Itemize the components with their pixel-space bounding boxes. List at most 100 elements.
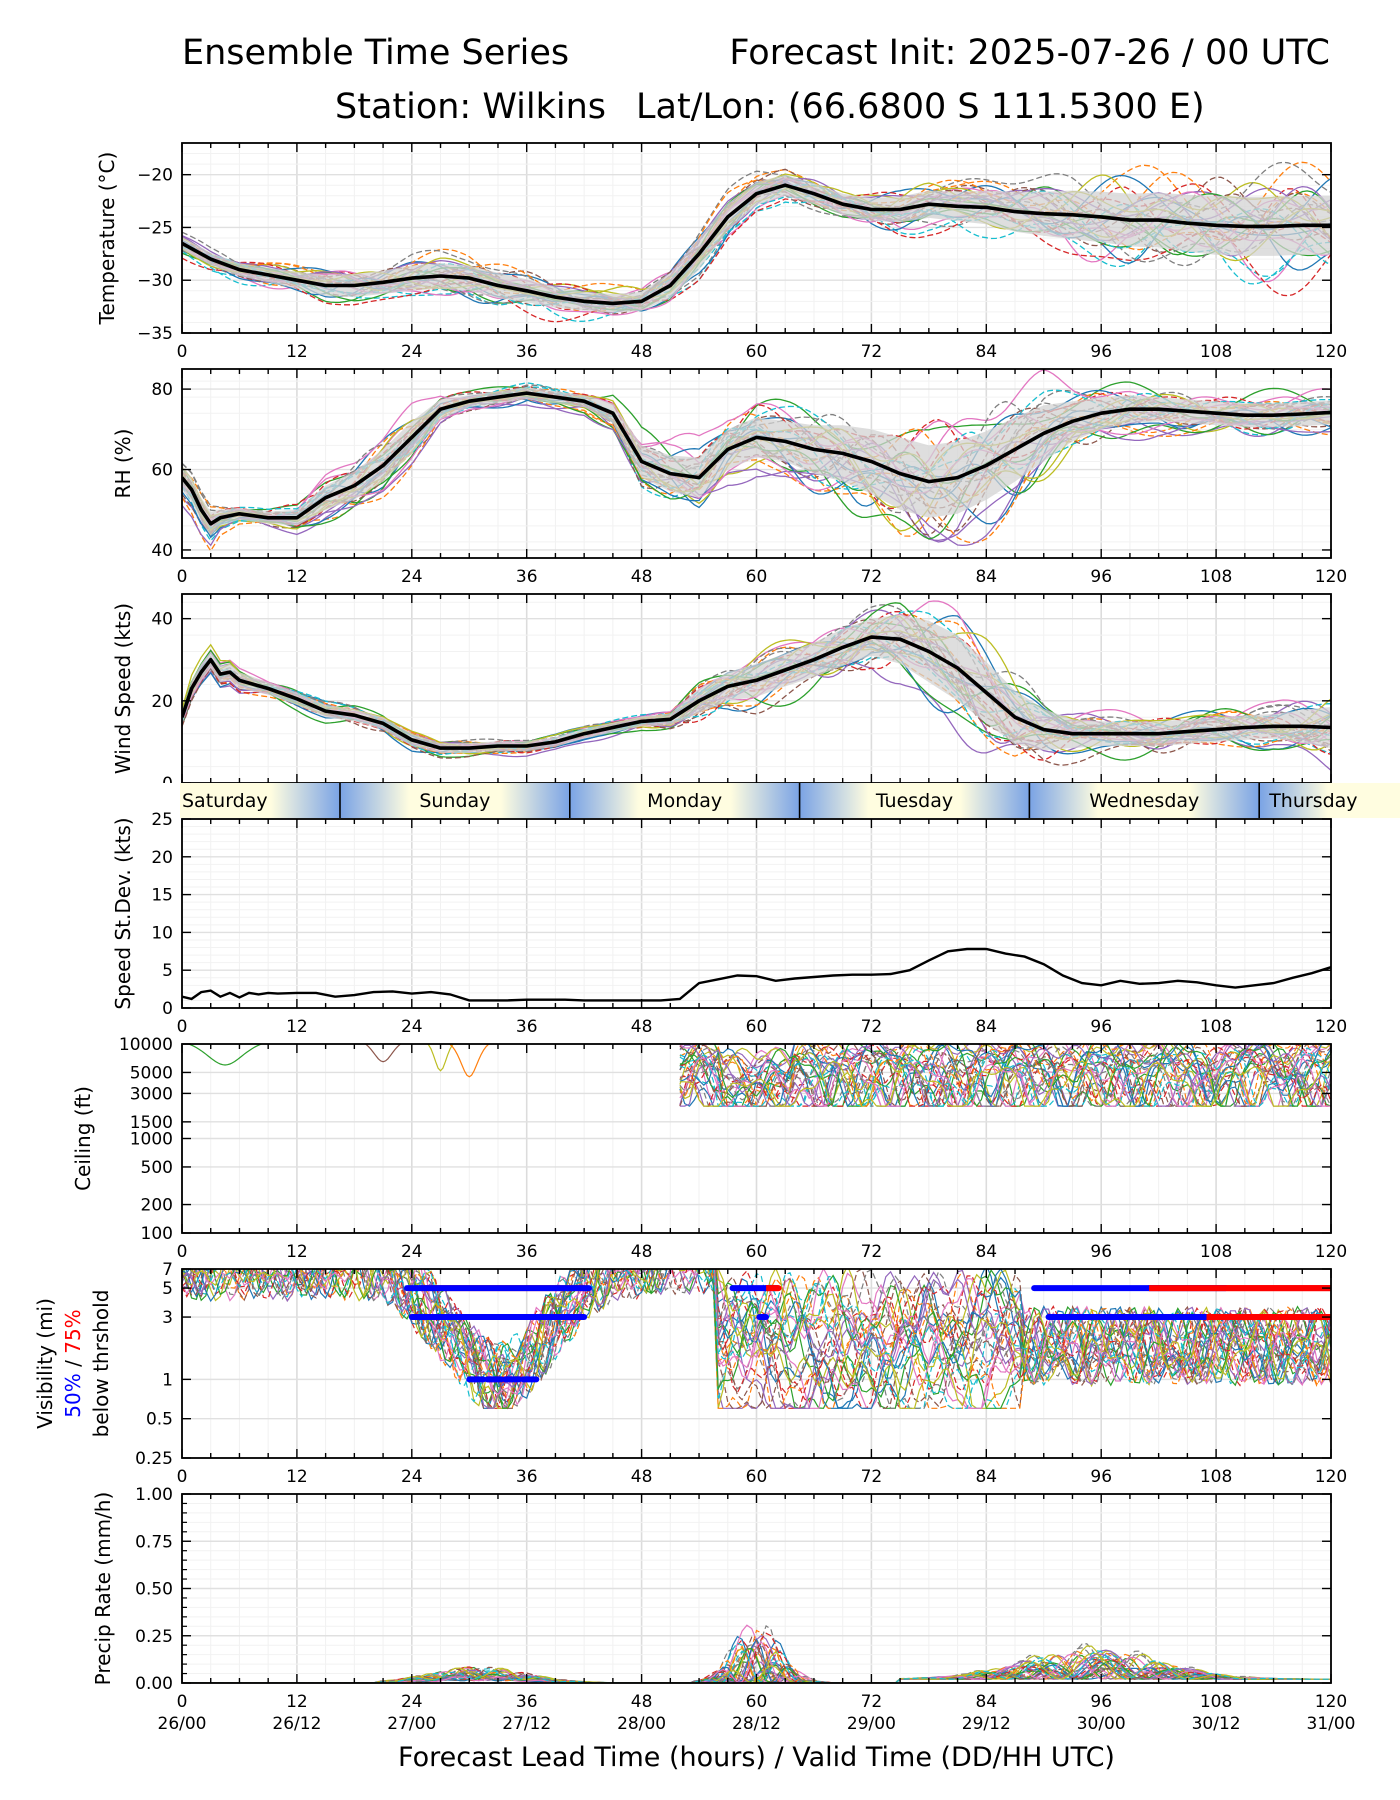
speed-stdev-y-tick-label: 5 (162, 961, 173, 981)
visibility-x-tick-label: 96 (1090, 1467, 1112, 1487)
ceiling-member-line (679, 1044, 1331, 1107)
ceiling-x-tick-label: 12 (286, 1242, 308, 1262)
temperature-x-tick-label: 12 (286, 342, 308, 362)
title-left: Ensemble Time Series (182, 33, 570, 73)
visibility-y-tick-label: 7 (162, 1260, 173, 1280)
precip-x-tick-label: 24 (401, 1692, 423, 1712)
ceiling-member-line (679, 1055, 1331, 1107)
ceiling-member-line (679, 1044, 1331, 1107)
temperature-y-tick-label: −25 (137, 218, 173, 238)
ceiling-y-tick-label: 1500 (130, 1113, 173, 1133)
temperature-x-tick-label: 60 (746, 342, 768, 362)
temperature-y-tick-label: −30 (137, 271, 173, 291)
visibility-x-tick-label: 108 (1200, 1467, 1232, 1487)
wind-speed-stats (182, 614, 1331, 753)
rh-mean-line (182, 391, 1331, 526)
precip-member-line (182, 1650, 1331, 1683)
ceiling-y-tick-label: 500 (141, 1158, 173, 1178)
valid-time-tick-label: 28/12 (732, 1714, 781, 1734)
precip-x-tick-label: 12 (286, 1692, 308, 1712)
ceiling-x-tick-label: 36 (516, 1242, 538, 1262)
rh-y-tick-label: 60 (151, 461, 173, 481)
ceiling-x-tick-label: 48 (631, 1242, 653, 1262)
precip-x-tick-label: 108 (1200, 1692, 1232, 1712)
rh-x-tick-label: 24 (401, 567, 423, 587)
ceiling-y-tick-label: 200 (141, 1196, 173, 1216)
precip-x-tick-label: 48 (631, 1692, 653, 1712)
precip-y-tick-label: 0.50 (135, 1580, 173, 1600)
speed-stdev-axes (181, 818, 1332, 1009)
valid-time-tick-label: 28/00 (617, 1714, 666, 1734)
temperature-stats (182, 174, 1331, 313)
precip-y-tick-label: 0.25 (135, 1627, 173, 1647)
speed-stdev-x-tick-label: 36 (516, 1017, 538, 1037)
speed-stdev-line (182, 947, 1331, 1002)
rh-member-line (182, 396, 1331, 547)
day-segment (1029, 783, 1260, 818)
ceiling-member-line (679, 1052, 1331, 1107)
ceiling-x-tick-label: 60 (746, 1242, 768, 1262)
wind-speed-y-tick-label: 20 (151, 692, 173, 712)
rh-x-tick-label: 0 (177, 567, 188, 587)
ceiling-x-tick-label: 96 (1090, 1242, 1112, 1262)
visibility-x-tick-label: 24 (401, 1467, 423, 1487)
visibility-member-line (182, 1269, 1331, 1409)
visibility-member-line (212, 1269, 1331, 1409)
ceiling-y-tick-label: 3000 (130, 1084, 173, 1104)
rh-x-tick-label: 96 (1090, 567, 1112, 587)
speed-stdev-y-tick-label: 0 (162, 999, 173, 1019)
ceiling-member-line (186, 1044, 264, 1066)
precip-y-label: Precip Rate (mm/h) (91, 1492, 115, 1686)
visibility-member-line (221, 1269, 1331, 1409)
speed-stdev-x-tick-label: 120 (1315, 1017, 1347, 1037)
ceiling-member-line (679, 1044, 1331, 1107)
valid-time-tick-label: 30/12 (1192, 1714, 1241, 1734)
temperature-x-tick-label: 72 (861, 342, 883, 362)
visibility-x-tick-label: 48 (631, 1467, 653, 1487)
precip-frame: 0.00 0.25 0.50 0.75 1.00 (135, 1485, 1332, 1694)
precip-y-tick-label: 1.00 (135, 1485, 173, 1505)
title-right: Forecast Init: 2025-07-26 / 00 UTC (729, 33, 1330, 73)
visibility-member-line (248, 1269, 1331, 1409)
speed-stdev-series (182, 947, 1331, 1002)
visibility-x-tick-label: 12 (286, 1467, 308, 1487)
wind-speed-mean-line (182, 635, 1331, 750)
rh-spread-band (182, 387, 1331, 536)
precip-x-tick-label: 0 (177, 1692, 188, 1712)
visibility-y-label-below: below thrshold (89, 1290, 113, 1438)
visibility-x-tick-label: 36 (516, 1467, 538, 1487)
precip-member-line (182, 1624, 1331, 1683)
speed-stdev-x-tick-label: 48 (631, 1017, 653, 1037)
day-segment (339, 783, 570, 818)
visibility-y-tick-label: 0.5 (146, 1410, 173, 1430)
rh-stats (182, 387, 1331, 536)
ceiling-y-tick-label: 1000 (130, 1130, 173, 1150)
visibility-y-tick-label: 1 (162, 1370, 173, 1390)
day-segment (1259, 783, 1400, 818)
ceiling-x-tick-label: 0 (177, 1242, 188, 1262)
ceiling-x-tick-label: 120 (1315, 1242, 1347, 1262)
wind-speed-y-tick-label: 40 (151, 610, 173, 630)
rh-y-label: RH (%) (111, 429, 135, 499)
precip-x-tick-label: 36 (516, 1692, 538, 1712)
visibility-member-line (182, 1269, 1331, 1410)
day-segment (799, 783, 1030, 818)
precip-y-tick-label: 0.00 (135, 1674, 173, 1694)
ceiling-x-tick-label: 72 (861, 1242, 883, 1262)
rh-x-tick-label: 108 (1200, 567, 1232, 587)
ceiling-y-label: Ceiling (ft) (71, 1086, 95, 1191)
vis-50-label: 50% (61, 1373, 85, 1417)
precip-member-line (182, 1645, 1331, 1683)
ceiling-member-line (364, 1044, 402, 1063)
visibility-frame: 0.25 0.5 1 3 57 (135, 1260, 1332, 1469)
temperature-y-tick-label: −35 (137, 324, 173, 344)
visibility-x-tick-label: 84 (975, 1467, 997, 1487)
ceiling-x-tick-label: 24 (401, 1242, 423, 1262)
valid-time-tick-label: 30/00 (1077, 1714, 1126, 1734)
wind-speed-y-label: Wind Speed (kts) (111, 603, 135, 774)
days-band: Saturday Sunday Monday Tuesday Wednesday Thur… (0, 783, 1400, 819)
ceiling-member-line (679, 1057, 1331, 1107)
precip-y-tick-label: 0.75 (135, 1532, 173, 1552)
visibility-members (182, 1269, 1331, 1410)
